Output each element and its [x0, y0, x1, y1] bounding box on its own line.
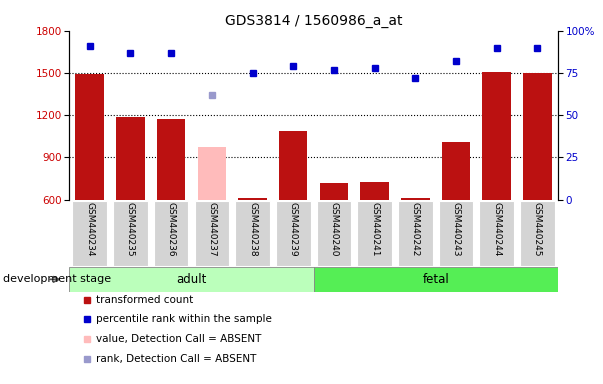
Bar — [320, 183, 348, 200]
Bar — [195, 201, 229, 266]
Bar — [479, 201, 514, 266]
Text: GSM440239: GSM440239 — [289, 202, 298, 257]
Bar — [361, 182, 389, 200]
Text: GSM440241: GSM440241 — [370, 202, 379, 256]
Bar — [238, 197, 267, 200]
Title: GDS3814 / 1560986_a_at: GDS3814 / 1560986_a_at — [225, 14, 402, 28]
Text: fetal: fetal — [422, 273, 449, 286]
Text: GSM440234: GSM440234 — [85, 202, 94, 256]
Text: GSM440236: GSM440236 — [166, 202, 175, 257]
Bar — [154, 201, 188, 266]
Bar — [398, 201, 432, 266]
Bar — [442, 142, 470, 200]
Text: value, Detection Call = ABSENT: value, Detection Call = ABSENT — [96, 334, 262, 344]
Text: rank, Detection Call = ABSENT: rank, Detection Call = ABSENT — [96, 354, 257, 364]
Text: GSM440237: GSM440237 — [207, 202, 216, 257]
Bar — [520, 201, 555, 266]
Text: GSM440242: GSM440242 — [411, 202, 420, 256]
Text: transformed count: transformed count — [96, 295, 194, 305]
Bar — [113, 201, 148, 266]
Bar — [317, 201, 351, 266]
Bar — [439, 201, 473, 266]
Text: GSM440238: GSM440238 — [248, 202, 257, 257]
Text: percentile rank within the sample: percentile rank within the sample — [96, 314, 273, 324]
Bar — [157, 119, 185, 200]
Text: development stage: development stage — [3, 274, 111, 285]
Text: GSM440243: GSM440243 — [452, 202, 461, 256]
Text: adult: adult — [176, 273, 207, 286]
Bar — [75, 74, 104, 200]
Bar — [358, 201, 392, 266]
Text: GSM440245: GSM440245 — [533, 202, 542, 256]
Text: GSM440244: GSM440244 — [492, 202, 501, 256]
Bar — [69, 267, 314, 292]
Bar — [482, 72, 511, 200]
Bar — [72, 201, 107, 266]
Bar — [314, 267, 558, 292]
Bar — [276, 201, 311, 266]
Text: GSM440235: GSM440235 — [126, 202, 135, 257]
Text: GSM440240: GSM440240 — [329, 202, 338, 256]
Bar — [198, 147, 226, 200]
Bar — [116, 117, 145, 200]
Bar — [235, 201, 270, 266]
Bar — [279, 131, 308, 200]
Bar — [401, 198, 429, 200]
Bar — [523, 73, 552, 200]
